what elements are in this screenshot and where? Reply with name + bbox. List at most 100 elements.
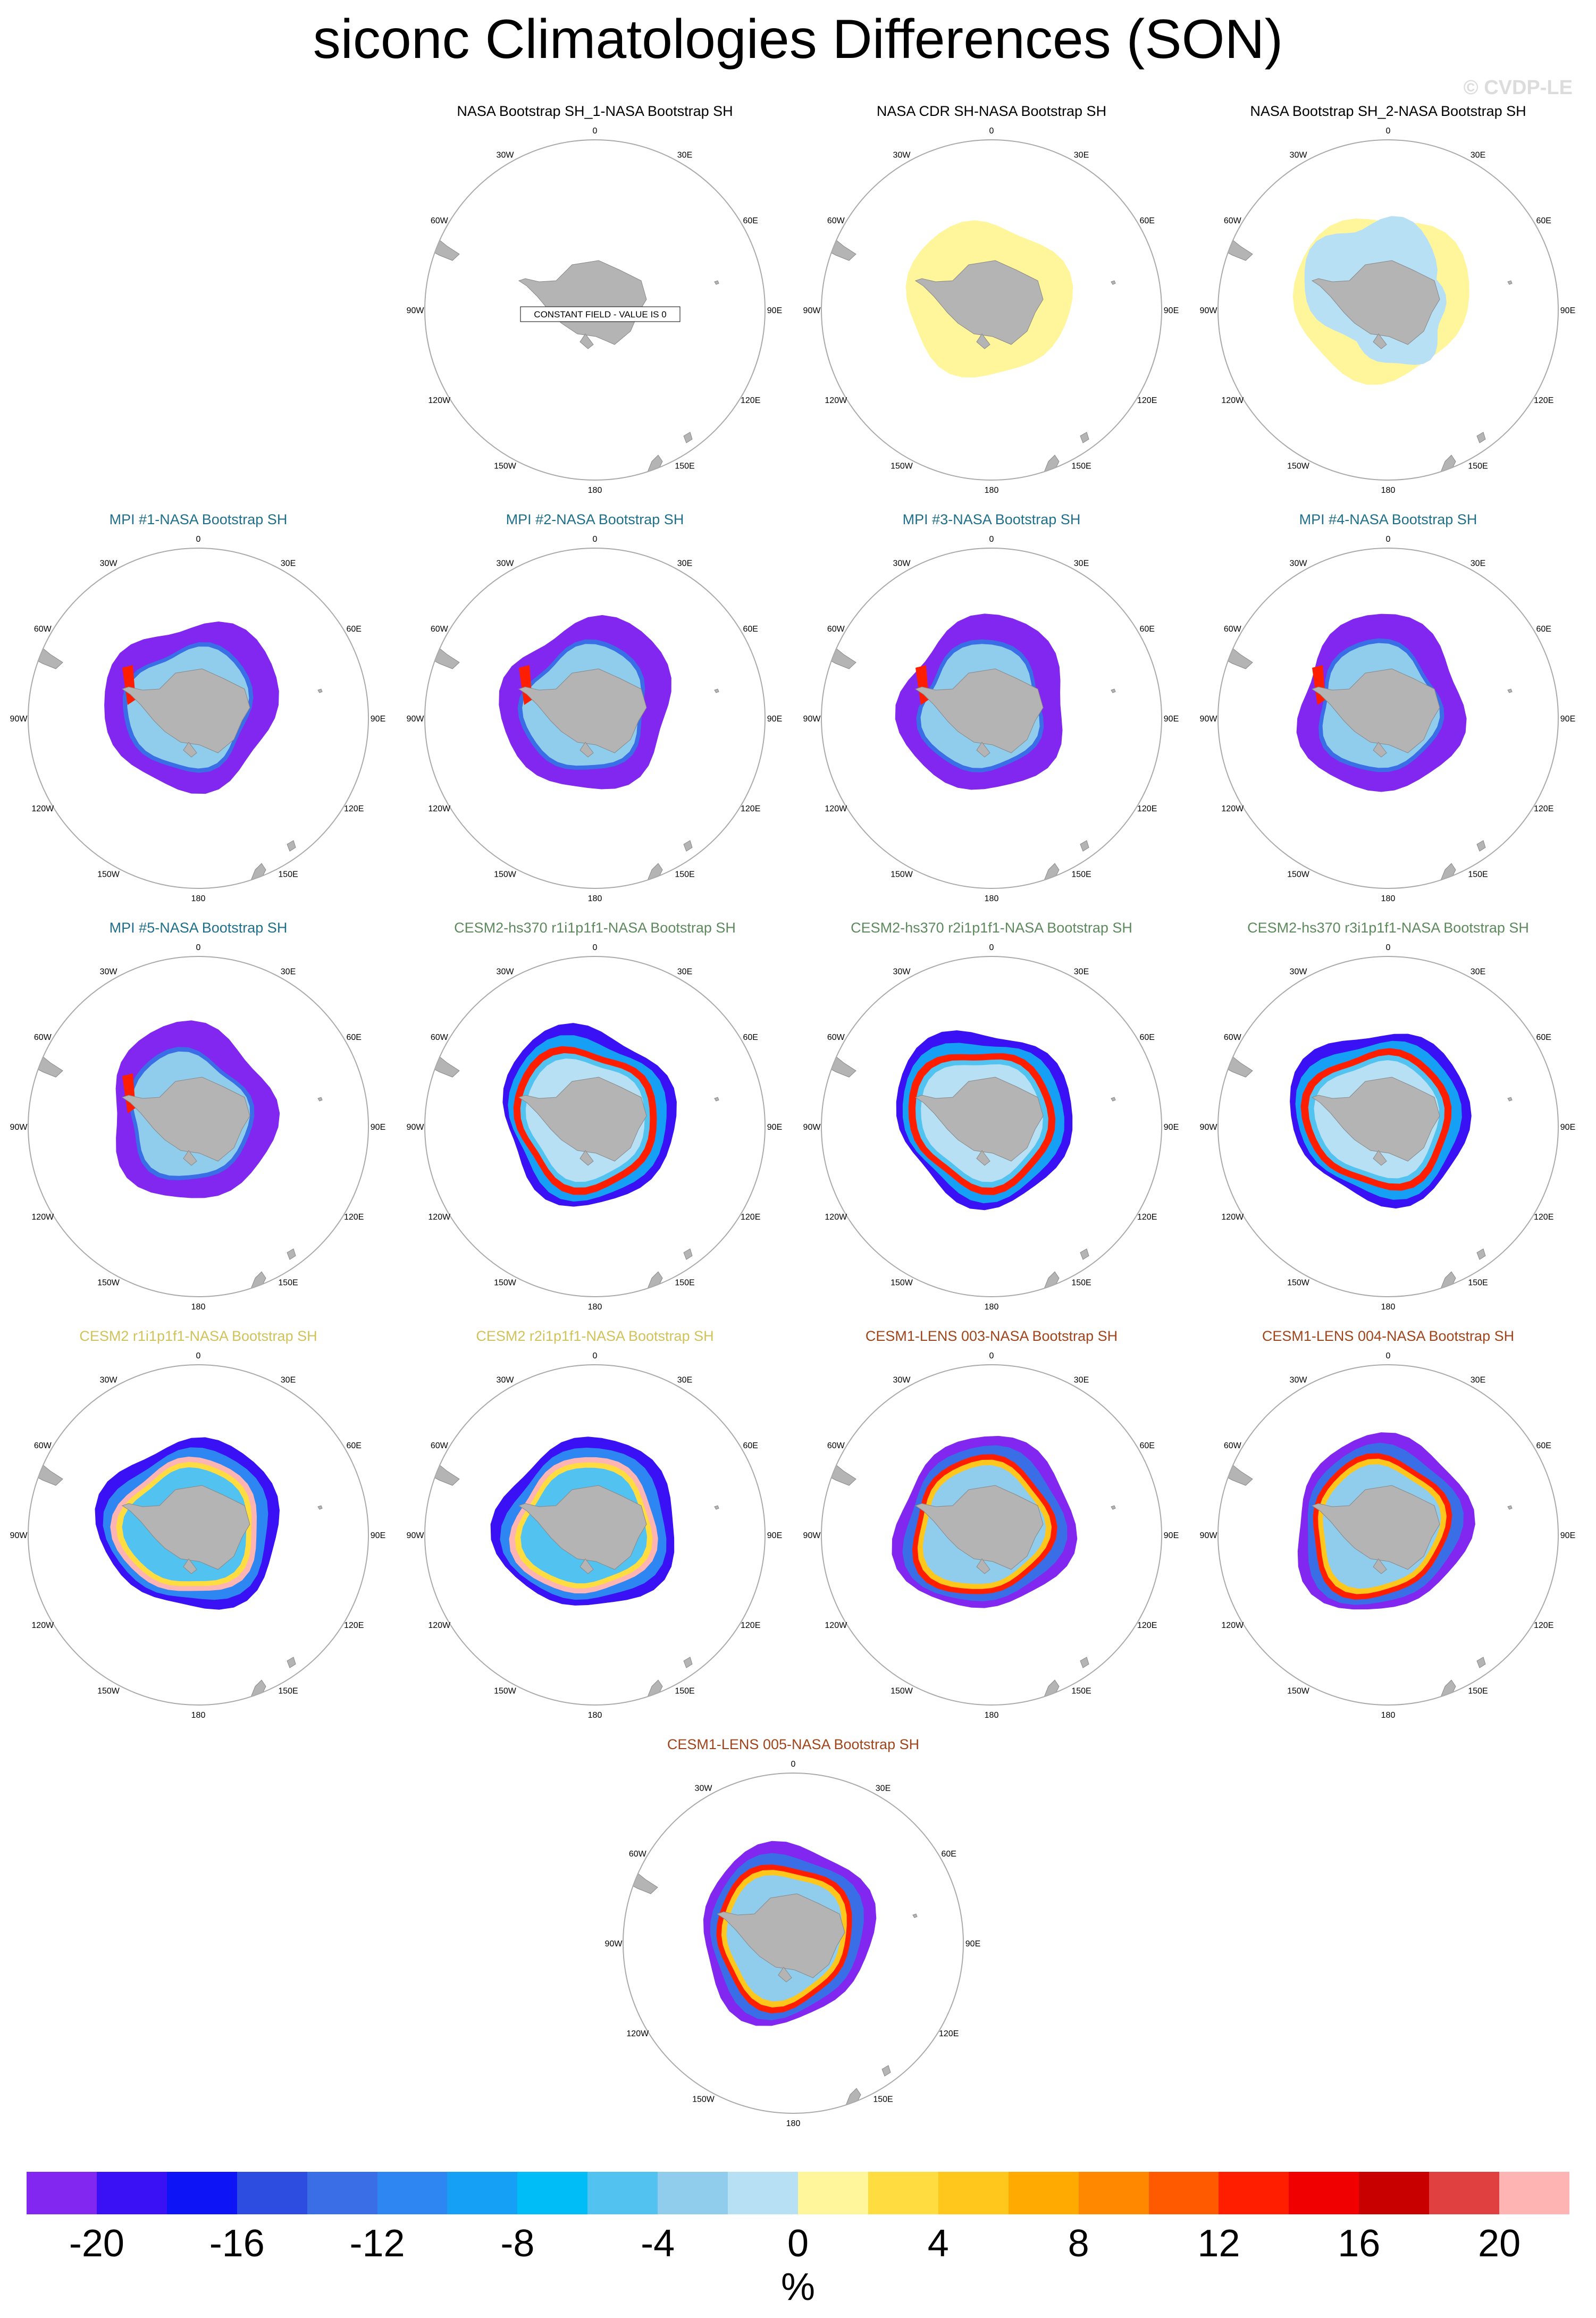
longitude-label: 120W	[31, 804, 54, 813]
map-boundary-circle	[424, 956, 766, 1297]
polar-stereographic-map: 0 30E 60E 90E 120E 150E 180 150W 120W 90W 60W 30W	[1200, 1351, 1576, 1720]
longitude-label: 150E	[1071, 1687, 1091, 1696]
longitude-label: 120W	[1221, 396, 1244, 405]
panel-title: CESM2-hs370 r2i1p1f1-NASA Bootstrap SH	[851, 920, 1132, 936]
longitude-label: 60W	[827, 1441, 845, 1450]
longitude-label: 150E	[675, 462, 694, 471]
longitude-label: 120E	[1137, 804, 1157, 813]
longitude-label: 90E	[371, 715, 385, 724]
longitude-label: 90W	[407, 1123, 425, 1132]
colorbar-tick-label: 4	[927, 2222, 949, 2265]
longitude-label: 120E	[741, 1621, 760, 1630]
panel-title: MPI #3-NASA Bootstrap SH	[902, 511, 1081, 527]
colorbar	[27, 2172, 1570, 2214]
longitude-label: 30W	[497, 967, 515, 976]
antarctica-landmass	[518, 1077, 647, 1162]
map-panel: CESM1-LENS 003-NASA Bootstrap SH 0 30E 60E 9…	[793, 1327, 1190, 1720]
longitude-label: 90W	[803, 306, 821, 315]
longitude-label: 0	[593, 535, 598, 544]
longitude-label: 0	[196, 943, 201, 952]
map-boundary-circle	[28, 956, 369, 1297]
longitude-label: 150W	[494, 1687, 517, 1696]
colorbar-tick-label: 12	[1197, 2222, 1240, 2265]
longitude-label: 120W	[428, 1213, 451, 1222]
polar-stereographic-map: 0 30E 60E 90E 120E 150E 180 150W 120W 90W 60W 30W	[407, 943, 783, 1312]
panel-title: CESM1-LENS 005-NASA Bootstrap SH	[667, 1736, 920, 1752]
colorbar-swatch	[307, 2172, 378, 2214]
longitude-label: 60E	[1536, 1441, 1551, 1450]
longitude-label: 60E	[346, 625, 361, 634]
map-boundary-circle	[424, 139, 766, 481]
longitude-label: 60W	[629, 1850, 647, 1859]
colorbar-tick-label: 8	[1068, 2222, 1089, 2265]
longitude-label: 120W	[428, 396, 451, 405]
longitude-label: 60E	[1536, 625, 1551, 634]
longitude-label: 180	[588, 1711, 602, 1720]
longitude-label: 60E	[1139, 1033, 1154, 1042]
colorbar-swatch	[728, 2172, 799, 2214]
map-boundary-circle	[424, 548, 766, 889]
longitude-label: 180	[1381, 894, 1396, 903]
antarctica-landmass	[716, 1893, 845, 1978]
map-panel: MPI #4-NASA Bootstrap SH 0 30E 60E 90E 120E 15…	[1190, 510, 1586, 904]
longitude-label: 180	[191, 1303, 206, 1312]
longitude-label: 150E	[278, 870, 298, 879]
panel-title: NASA Bootstrap SH_2-NASA Bootstrap SH	[1250, 103, 1526, 119]
longitude-label: 30W	[695, 1784, 713, 1793]
longitude-label: 60W	[34, 1441, 52, 1450]
map-panel: NASA Bootstrap SH_1-NASA Bootstrap SH 0 30…	[397, 102, 793, 495]
longitude-label: 150E	[1468, 462, 1488, 471]
longitude-label: 150W	[1287, 870, 1310, 879]
longitude-label: 120W	[626, 2029, 649, 2038]
longitude-label: 180	[1381, 1711, 1396, 1720]
map-boundary-circle	[623, 1773, 964, 2114]
longitude-label: 30W	[1290, 967, 1308, 976]
colorbar-tick-label: 20	[1478, 2222, 1521, 2265]
longitude-label: 30E	[1074, 559, 1089, 568]
longitude-label: 60E	[743, 625, 758, 634]
longitude-label: 90W	[10, 1123, 28, 1132]
longitude-label: 120W	[825, 1213, 847, 1222]
longitude-label: 60E	[743, 216, 758, 225]
colorbar-swatch	[587, 2172, 658, 2214]
colorbar-swatch	[96, 2172, 167, 2214]
longitude-label: 90W	[1200, 1123, 1218, 1132]
longitude-label: 30W	[1290, 559, 1308, 568]
longitude-label: 150W	[891, 1687, 913, 1696]
map-boundary-circle	[821, 548, 1162, 889]
longitude-label: 120W	[825, 396, 847, 405]
longitude-label: 0	[989, 1351, 994, 1360]
longitude-label: 0	[196, 1351, 201, 1360]
longitude-label: 180	[985, 894, 999, 903]
constant-field-box	[520, 306, 681, 322]
map-boundary-circle	[1217, 1364, 1559, 1706]
longitude-label: 180	[1381, 486, 1396, 495]
longitude-label: 180	[786, 2119, 801, 2128]
antarctica-landmass	[914, 1077, 1044, 1162]
colorbar-swatch	[658, 2172, 728, 2214]
longitude-label: 0	[1386, 943, 1391, 952]
longitude-label: 150W	[97, 870, 120, 879]
longitude-label: 90E	[767, 1123, 782, 1132]
longitude-label: 150E	[1071, 462, 1091, 471]
longitude-label: 150W	[97, 1279, 120, 1288]
longitude-label: 30E	[677, 967, 692, 976]
longitude-label: 90W	[803, 1531, 821, 1540]
colorbar-swatch	[868, 2172, 939, 2214]
longitude-label: 120E	[741, 396, 760, 405]
longitude-label: 60E	[346, 1033, 361, 1042]
longitude-label: 120W	[1221, 1213, 1244, 1222]
longitude-label: 30W	[1290, 1375, 1308, 1384]
longitude-label: 90W	[10, 715, 28, 724]
constant-field-text: CONSTANT FIELD - VALUE IS 0	[534, 309, 666, 320]
longitude-label: 150E	[1468, 1687, 1488, 1696]
longitude-label: 90E	[1560, 1123, 1575, 1132]
longitude-label: 30W	[893, 967, 911, 976]
colorbar-swatch	[1499, 2172, 1570, 2214]
longitude-label: 150W	[692, 2095, 715, 2104]
antarctica-landmass	[518, 260, 647, 345]
longitude-label: 60E	[743, 1033, 758, 1042]
longitude-label: 0	[989, 127, 994, 136]
longitude-label: 90W	[1200, 306, 1218, 315]
longitude-label: 30E	[677, 559, 692, 568]
